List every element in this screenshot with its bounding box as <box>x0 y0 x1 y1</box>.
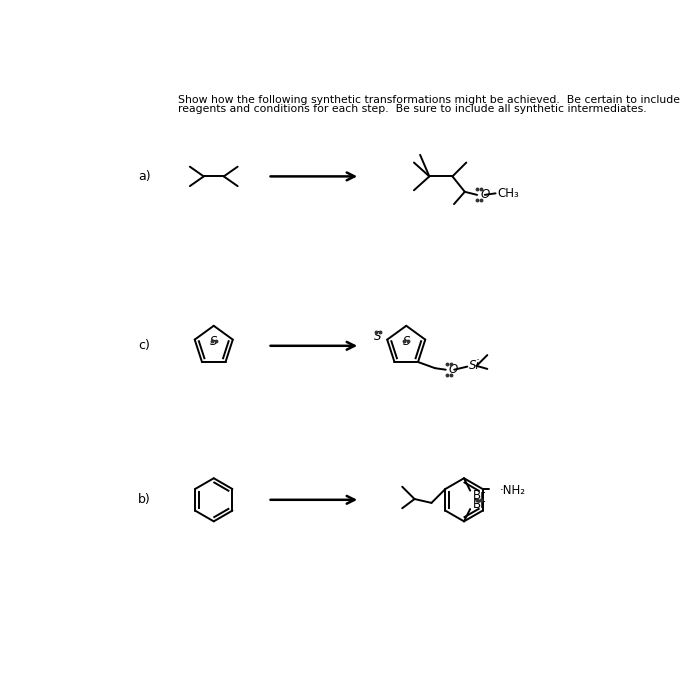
Text: O: O <box>449 363 458 376</box>
Text: Show how the following synthetic transformations might be achieved.  Be certain : Show how the following synthetic transfo… <box>177 94 680 105</box>
Text: O: O <box>480 188 490 202</box>
Text: S: S <box>373 330 381 343</box>
Text: a): a) <box>138 170 150 183</box>
Text: b): b) <box>138 494 150 506</box>
Text: ·NH₂: ·NH₂ <box>500 484 526 497</box>
Text: S: S <box>210 335 218 348</box>
Text: Br: Br <box>473 498 486 511</box>
Text: Br: Br <box>473 489 486 502</box>
Text: c): c) <box>139 340 150 352</box>
Text: S: S <box>403 335 410 348</box>
Text: Si: Si <box>469 359 479 372</box>
Text: CH₃: CH₃ <box>497 187 519 199</box>
Text: reagents and conditions for each step.  Be sure to include all synthetic interme: reagents and conditions for each step. B… <box>177 104 646 114</box>
